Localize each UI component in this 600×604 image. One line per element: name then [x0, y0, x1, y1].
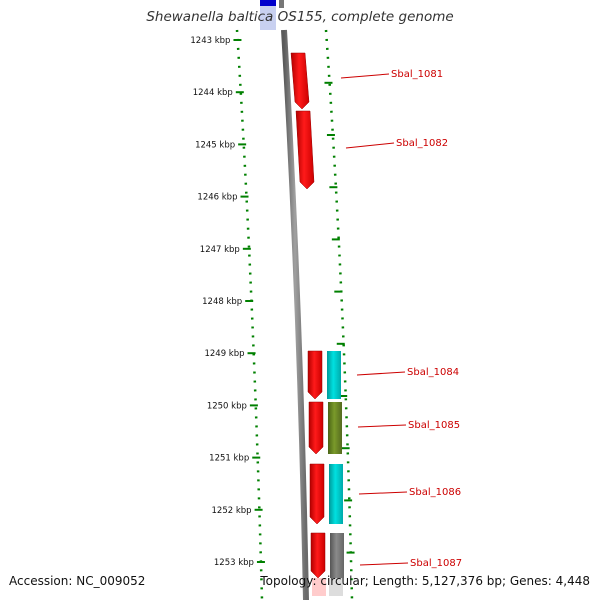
- tick-label: 1251 kbp: [209, 454, 249, 464]
- gene-label[interactable]: Sbal_1084: [407, 367, 459, 378]
- gene-features: [290, 52, 326, 579]
- gene-label-leader-line: [340, 73, 390, 79]
- gene-label-leader-line: [358, 491, 408, 495]
- gene-arrow[interactable]: [310, 532, 326, 579]
- category-block: [329, 464, 343, 524]
- category-blocks: [327, 351, 344, 578]
- tick-label: 1247 kbp: [200, 245, 240, 255]
- genome-backbone: [281, 29, 309, 601]
- axis-ticks: [233, 39, 355, 563]
- accession-label: Accession: NC_009052: [9, 574, 146, 588]
- gene-label-leader-line: [356, 371, 406, 376]
- tick-label: 1245 kbp: [195, 140, 235, 150]
- block-partial-light: [329, 578, 343, 596]
- gene-labels: Sbal_1081 Sbal_1082 Sbal_1084 Sbal_1085 Sbal…: [340, 69, 462, 569]
- gene-label[interactable]: Sbal_1082: [396, 138, 448, 149]
- tick-label: 1249 kbp: [204, 349, 244, 359]
- tick-label: 1243 kbp: [190, 36, 230, 46]
- gene-label-leader-line: [357, 424, 407, 428]
- gene-arrow[interactable]: [308, 401, 324, 455]
- gene-label[interactable]: Sbal_1081: [391, 69, 443, 80]
- tick-label: 1252 kbp: [212, 506, 252, 516]
- top-block-light: [260, 6, 276, 30]
- gene-partial-pink: [312, 578, 326, 596]
- top-block-gray: [279, 0, 284, 8]
- gene-arrow[interactable]: [295, 110, 315, 190]
- gene-arrow[interactable]: [290, 52, 310, 110]
- tick-label: 1246 kbp: [197, 193, 237, 203]
- gene-label[interactable]: Sbal_1085: [408, 420, 460, 431]
- gene-label[interactable]: Sbal_1087: [410, 558, 462, 569]
- gene-label[interactable]: Sbal_1086: [409, 487, 461, 498]
- gene-label-leader-line: [359, 562, 409, 566]
- category-block: [328, 402, 342, 454]
- gene-arrow[interactable]: [307, 350, 323, 400]
- genome-stats-label: Topology: circular; Length: 5,127,376 bp…: [260, 574, 590, 588]
- top-block-blue: [260, 0, 276, 6]
- tick-label: 1244 kbp: [193, 88, 233, 98]
- category-block: [330, 533, 344, 578]
- tick-label: 1248 kbp: [202, 297, 242, 307]
- axis-tick-labels: 1243 kbp 1244 kbp 1245 kbp 1246 kbp 1247 kbp…: [190, 36, 254, 568]
- category-block: [327, 351, 341, 399]
- tick-label: 1250 kbp: [207, 401, 247, 411]
- gene-arrow[interactable]: [309, 463, 325, 525]
- tick-label: 1253 kbp: [214, 558, 254, 568]
- map-title: Shewanella baltica OS155, complete genom…: [146, 9, 454, 25]
- gene-label-leader-line: [345, 142, 395, 149]
